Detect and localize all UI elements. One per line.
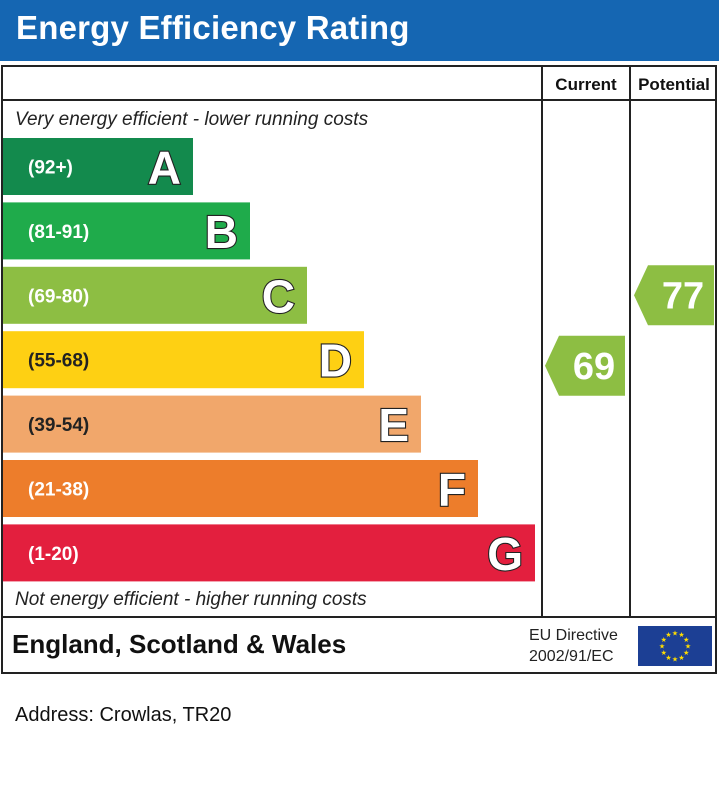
band-a-letter: A (148, 142, 181, 194)
potential-rating-arrow (634, 265, 714, 326)
band-b-letter: B (205, 206, 238, 258)
svg-text:★: ★ (661, 636, 667, 644)
region-label: England, Scotland & Wales (12, 629, 347, 659)
band-e-letter: E (378, 399, 409, 451)
band-e-range: (39-54) (28, 415, 89, 436)
bottom-caption: Not energy efficient - higher running co… (15, 589, 367, 610)
chart-title: Energy Efficiency Rating (16, 9, 410, 46)
band-b-range: (81-91) (28, 222, 89, 243)
band-a-range: (92+) (28, 158, 73, 179)
svg-text:★: ★ (665, 631, 671, 639)
potential-column-divider (629, 66, 631, 617)
band-f-letter: F (438, 464, 466, 516)
header-bar: Energy Efficiency Rating (0, 0, 719, 61)
band-a-bar (3, 138, 193, 195)
current-column-divider (541, 66, 543, 617)
band-b-bar (3, 202, 250, 260)
top-caption: Very energy efficient - lower running co… (15, 109, 369, 130)
current-rating-arrow (545, 335, 625, 396)
band-g-bar (3, 524, 535, 582)
potential-rating-value: 77 (662, 275, 704, 317)
current-rating-value: 69 (573, 346, 615, 388)
svg-text:★: ★ (685, 643, 691, 651)
svg-text:★: ★ (665, 654, 671, 662)
band-d-bar (3, 331, 364, 389)
svg-text:★: ★ (672, 630, 678, 638)
band-f-range: (21-38) (28, 480, 89, 501)
eu-directive-label: EU Directive (529, 627, 618, 644)
chart-frame (1, 65, 717, 674)
band-c-range: (69-80) (28, 286, 89, 307)
svg-text:★: ★ (678, 654, 684, 662)
band-c-letter: C (262, 270, 295, 322)
svg-text:★: ★ (678, 631, 684, 639)
band-g-range: (1-20) (28, 544, 79, 565)
band-g-letter: G (487, 528, 523, 580)
band-e-bar (3, 395, 421, 453)
svg-text:★: ★ (661, 649, 667, 657)
svg-text:★: ★ (683, 649, 689, 657)
header-row-divider (1, 99, 717, 101)
svg-text:★: ★ (672, 656, 678, 664)
eu-directive-number: 2002/91/EC (529, 648, 614, 665)
svg-text:★: ★ (683, 636, 689, 644)
band-d-range: (55-68) (28, 351, 89, 372)
footer-row-divider (1, 616, 717, 618)
band-f-bar (3, 460, 478, 517)
address-text: Address: Crowlas, TR20 (15, 704, 232, 726)
eu-flag-icon: ★ ★★★★★★★★★★★ (638, 626, 712, 666)
potential-column-header: Potential (638, 75, 710, 94)
band-c-bar (3, 266, 307, 324)
current-column-header: Current (555, 75, 617, 94)
svg-text:★: ★ (659, 643, 665, 651)
band-d-letter: D (319, 335, 352, 387)
